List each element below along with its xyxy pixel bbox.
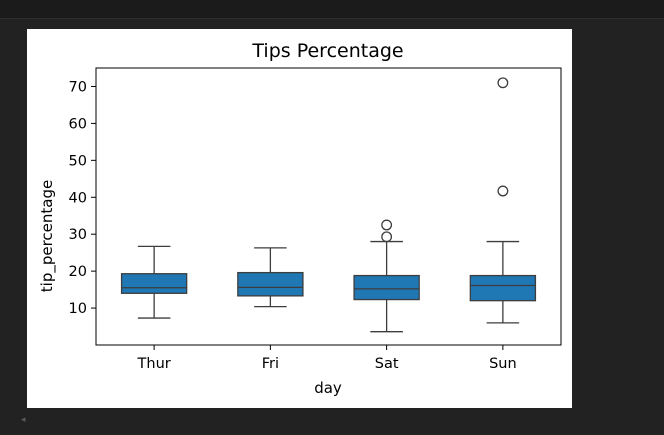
outlier-point [497, 185, 509, 197]
y-tick-label: 40 [69, 190, 87, 206]
y-tick-label: 60 [69, 116, 87, 132]
box-plot-chart: Tips Percentage tip_percentage day 10 20 3… [38, 40, 562, 397]
y-tick-label: 20 [69, 264, 87, 280]
x-tick-label: Sat [375, 356, 399, 372]
y-tick-label: 10 [69, 301, 87, 317]
y-tick-label: 50 [69, 153, 87, 169]
box-sat [353, 274, 420, 301]
x-tick-label: Sun [489, 356, 517, 372]
chart-title: Tips Percentage [251, 40, 403, 62]
x-axis-label: day [314, 379, 342, 397]
box-fri [237, 271, 304, 297]
plot-frame [95, 67, 562, 346]
y-tick-label: 70 [69, 79, 87, 95]
x-tick-label: Fri [262, 356, 279, 372]
outlier-point [381, 219, 393, 231]
outlier-point [497, 77, 509, 89]
box-thur [120, 273, 188, 294]
notebook-top-strip [0, 0, 664, 19]
y-tick-label: 30 [69, 227, 87, 243]
scroll-left-icon[interactable]: ◂ [21, 415, 26, 425]
y-axis-label: tip_percentage [38, 180, 57, 292]
plot-layer: 10 20 30 40 50 60 70 Thur Fri Sat Sun [69, 67, 562, 372]
outlier-point [381, 231, 393, 243]
x-tick-label: Thur [137, 356, 171, 372]
box-sun [469, 274, 537, 302]
chart-figure: Tips Percentage tip_percentage day 10 20 3… [27, 29, 572, 408]
